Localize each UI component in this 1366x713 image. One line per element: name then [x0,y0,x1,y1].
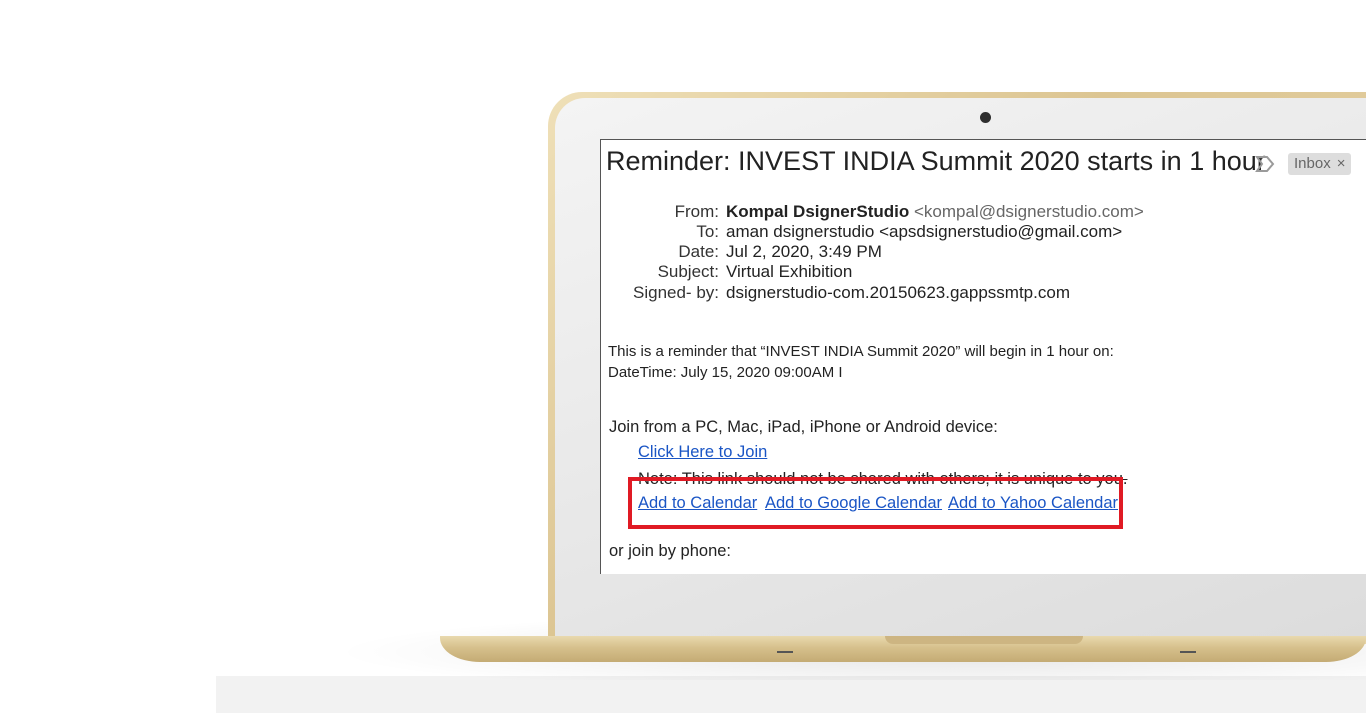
remove-label-icon[interactable]: × [1336,155,1346,172]
sender-email: <kompal@dsignerstudio.com> [913,202,1144,221]
add-to-calendar-link[interactable]: Add to Calendar [638,494,758,512]
signed-by-value: dsignerstudio-com.20150623.gappssmtp.com [726,283,1070,302]
from-label: From: [674,202,719,221]
to-label: To: [696,222,719,241]
date-label: Date: [678,242,719,261]
sender-name: Kompal DsignerStudio [726,202,910,221]
from-value: Kompal DsignerStudio <kompal@dsignerstud… [726,202,1144,222]
important-marker-icon[interactable] [1255,154,1275,174]
laptop-foot [1180,651,1196,653]
webcam-icon [980,112,991,123]
inbox-label-text: Inbox [1294,155,1331,172]
signed-by-label: Signed- by: [633,283,719,302]
datetime-text: DateTime: July 15, 2020 09:00AM I [608,364,843,381]
reminder-text: This is a reminder that “INVEST INDIA Su… [608,343,1114,360]
join-link[interactable]: Click Here to Join [638,443,768,461]
subject-value: Virtual Exhibition [726,262,853,281]
laptop-foot [777,651,793,653]
email-screen: Reminder: INVEST INDIA Summit 2020 start… [600,139,1366,574]
join-instructions: Join from a PC, Mac, iPad, iPhone or And… [609,418,998,436]
laptop-hinge-notch [885,636,1083,644]
floor-surface [216,676,1366,713]
subject-label: Subject: [657,262,719,281]
phone-join-text: or join by phone: [609,542,732,560]
calendar-links-highlight [628,477,1123,529]
email-subject-title: Reminder: INVEST INDIA Summit 2020 start… [606,146,1266,176]
add-to-google-calendar-link[interactable]: Add to Google Calendar [765,494,943,512]
date-value: Jul 2, 2020, 3:49 PM [726,242,882,261]
inbox-label-chip: Inbox × [1288,153,1352,175]
add-to-yahoo-calendar-link[interactable]: Add to Yahoo Calendar [948,494,1119,512]
to-value: aman dsignerstudio <apsdsignerstudio@gma… [726,222,1123,241]
